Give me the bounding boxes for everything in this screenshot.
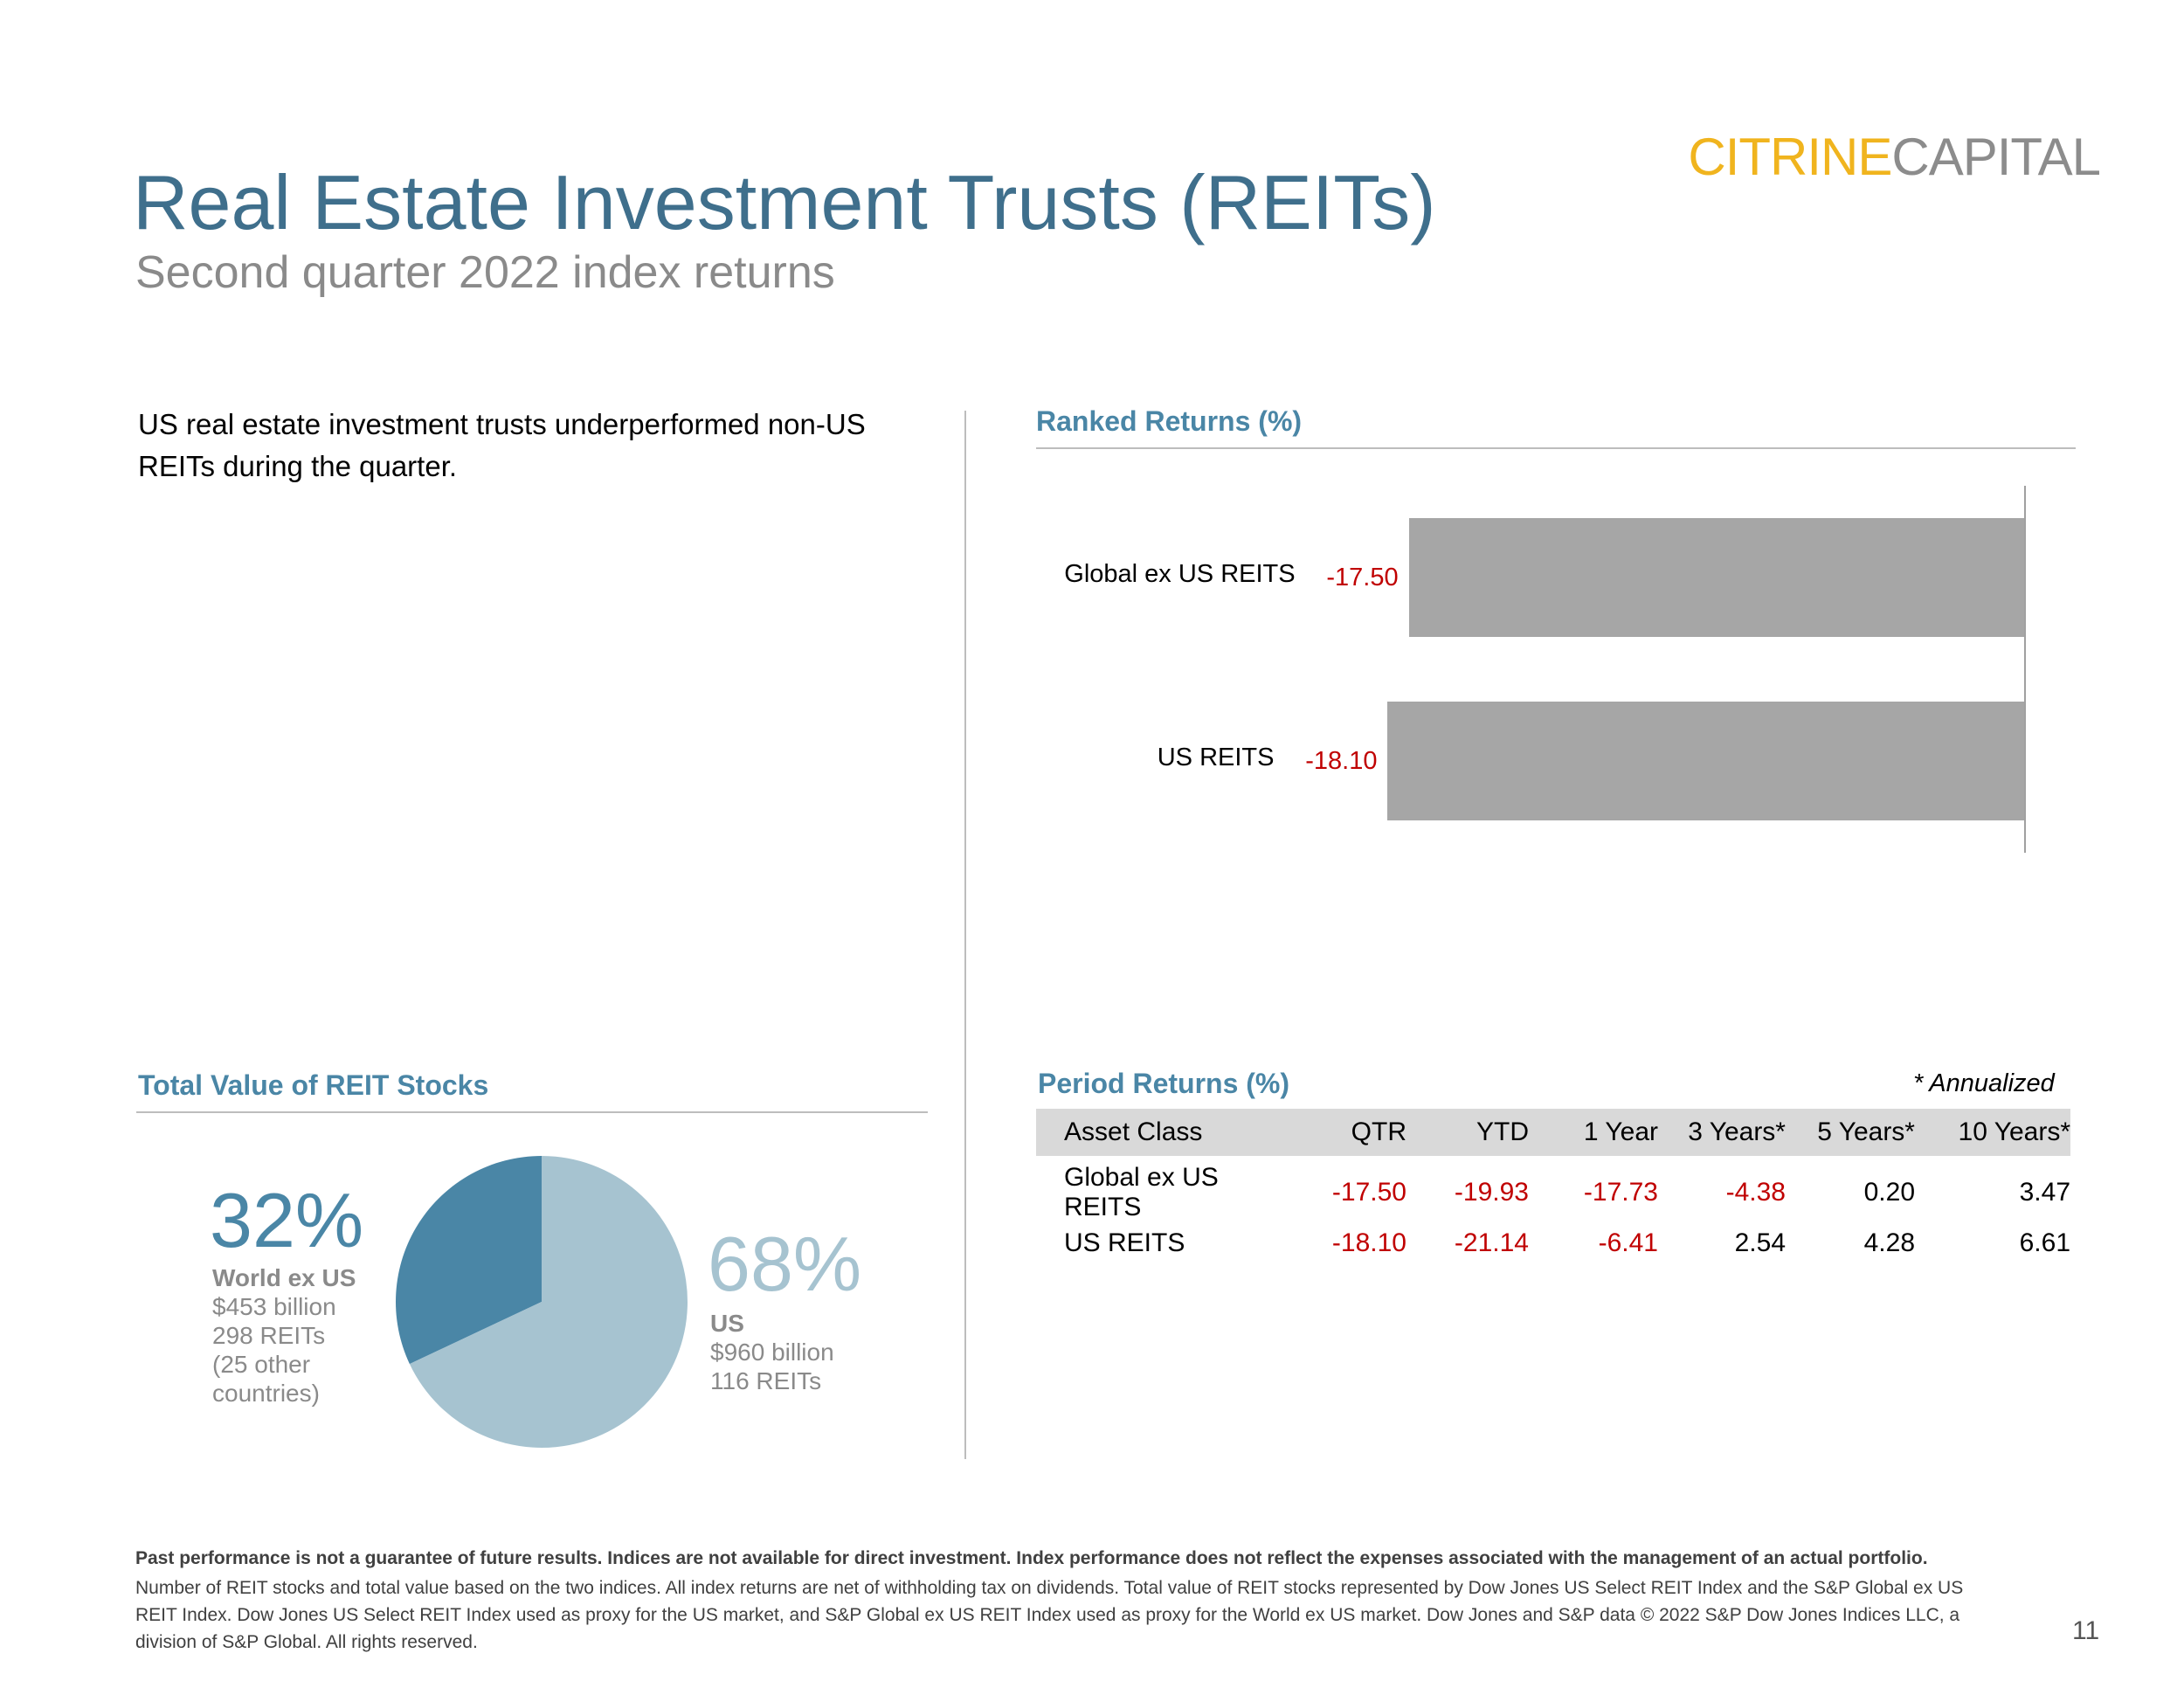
table-row: US REITS -18.10 -21.14 -6.41 2.54 4.28 6… bbox=[1036, 1222, 2070, 1263]
disclaimer-bold: Past performance is not a guarantee of f… bbox=[135, 1548, 1928, 1568]
total-value-rule bbox=[136, 1111, 928, 1113]
table-header-row: Asset Class QTR YTD 1 Year 3 Years* 5 Ye… bbox=[1036, 1109, 2070, 1156]
asset-class-cell: Global ex US REITS bbox=[1064, 1163, 1219, 1221]
pie-slice-world-ex-us bbox=[395, 1156, 542, 1365]
qtr-cell: -17.50 bbox=[1331, 1178, 1406, 1207]
table-row: Global ex US REITS -17.50 -19.93 -17.73 … bbox=[1036, 1163, 2070, 1222]
5-years-cell: 4.28 bbox=[1863, 1228, 1915, 1257]
ytd-cell: -21.14 bbox=[1454, 1228, 1529, 1257]
reit-value-pie bbox=[395, 1156, 688, 1448]
world-ex-us-name: World ex US bbox=[212, 1264, 356, 1291]
annualized-note: * Annualized bbox=[1913, 1069, 2055, 1097]
us-value: $960 billion bbox=[710, 1339, 834, 1366]
ranked-returns-title: Ranked Returns (%) bbox=[1036, 405, 1303, 437]
world-ex-us-percent: 32% bbox=[210, 1177, 364, 1263]
us-percent: 68% bbox=[708, 1221, 862, 1307]
column-divider bbox=[964, 411, 966, 1459]
1-year-cell: -6.41 bbox=[1598, 1228, 1658, 1257]
disclaimer-text: Number of REIT stocks and total value ba… bbox=[135, 1578, 1964, 1652]
bar-category-label: US REITS bbox=[1157, 744, 1275, 771]
col-header-asset-class: Asset Class bbox=[1036, 1109, 1298, 1156]
col-header-10-years: 10 Years* bbox=[1915, 1109, 2070, 1156]
10-years-cell: 3.47 bbox=[2019, 1178, 2070, 1207]
col-header-3-years: 3 Years* bbox=[1658, 1109, 1786, 1156]
total-value-title: Total Value of REIT Stocks bbox=[138, 1069, 489, 1101]
us-count: 116 REITs bbox=[710, 1367, 822, 1394]
3-years-cell: 2.54 bbox=[1734, 1228, 1786, 1257]
1-year-cell: -17.73 bbox=[1583, 1178, 1658, 1207]
3-years-cell: -4.38 bbox=[1725, 1178, 1786, 1207]
world-ex-us-count: 298 REITs bbox=[212, 1322, 326, 1349]
col-header-5-years: 5 Years* bbox=[1786, 1109, 1915, 1156]
page-subtitle: Second quarter 2022 index returns bbox=[135, 247, 835, 298]
bar-global-ex-us-reits bbox=[1408, 518, 2024, 637]
page-number: 11 bbox=[2072, 1616, 2100, 1645]
logo-part-2: CAPITAL bbox=[1891, 128, 2101, 186]
qtr-cell: -18.10 bbox=[1331, 1228, 1406, 1257]
bar-value-label: -17.50 bbox=[1326, 564, 1399, 591]
col-header-1-year: 1 Year bbox=[1529, 1109, 1658, 1156]
company-logo: CITRINECAPITAL bbox=[1688, 128, 2101, 186]
us-legend: US $960 billion 116 REITs bbox=[710, 1310, 920, 1395]
asset-class-cell: US REITS bbox=[1064, 1228, 1185, 1257]
col-header-ytd: YTD bbox=[1406, 1109, 1529, 1156]
us-name: US bbox=[710, 1310, 744, 1337]
world-ex-us-value: $453 billion bbox=[212, 1293, 336, 1320]
world-ex-us-legend: World ex US $453 billion 298 REITs (25 o… bbox=[212, 1264, 422, 1408]
bar-category-label: Global ex US REITS bbox=[1064, 560, 1296, 588]
bar-value-label: -18.10 bbox=[1305, 747, 1378, 775]
col-header-qtr: QTR bbox=[1298, 1109, 1406, 1156]
10-years-cell: 6.61 bbox=[2019, 1228, 2070, 1257]
period-returns-table: Asset Class QTR YTD 1 Year 3 Years* 5 Ye… bbox=[1036, 1109, 2070, 1263]
page-title: Real Estate Investment Trusts (REITs) bbox=[133, 159, 1436, 246]
ranked-returns-rule bbox=[1036, 447, 2076, 449]
ytd-cell: -19.93 bbox=[1454, 1178, 1529, 1207]
world-ex-us-note: (25 other countries) bbox=[212, 1351, 320, 1407]
pie-slice-us bbox=[409, 1156, 688, 1448]
period-returns-title: Period Returns (%) bbox=[1038, 1068, 1290, 1099]
bar-us-reits bbox=[1387, 702, 2024, 820]
bar-chart-baseline bbox=[2024, 486, 2026, 853]
5-years-cell: 0.20 bbox=[1863, 1178, 1915, 1207]
logo-part-1: CITRINE bbox=[1688, 128, 1892, 186]
intro-text: US real estate investment trusts underpe… bbox=[138, 408, 866, 482]
